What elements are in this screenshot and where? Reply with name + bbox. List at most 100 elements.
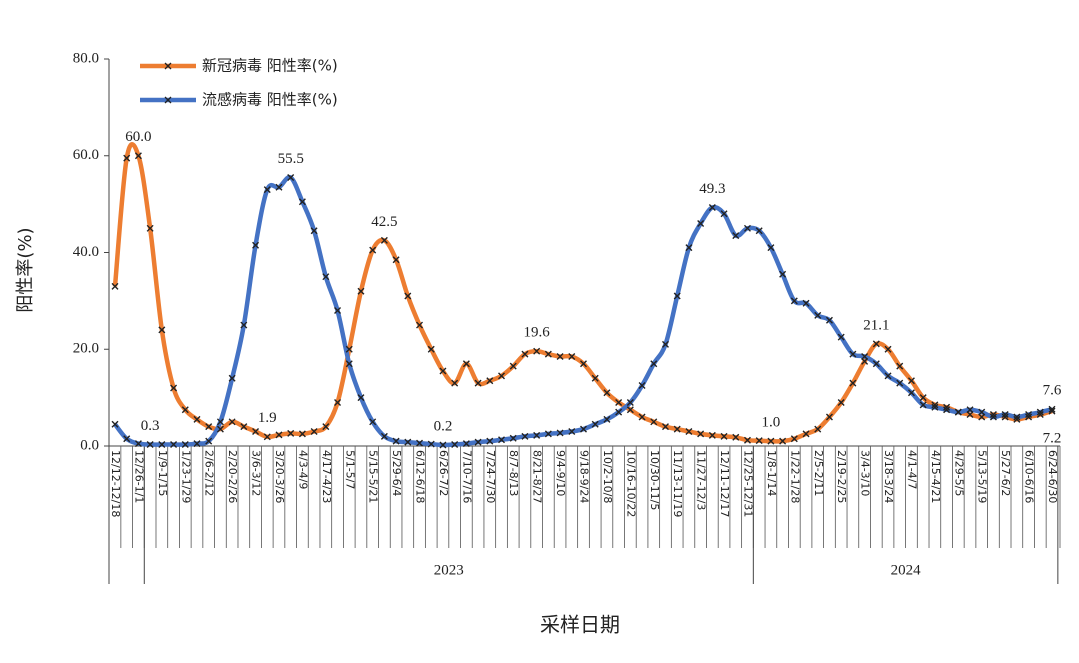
point-marker (732, 433, 740, 441)
point-marker (896, 362, 904, 370)
point-marker (720, 210, 728, 218)
point-marker (146, 224, 154, 232)
point-marker (697, 430, 705, 438)
point-marker (275, 183, 283, 191)
point-marker (287, 174, 295, 182)
point-marker (310, 427, 318, 435)
point-marker (170, 441, 178, 449)
point-marker (837, 333, 845, 341)
point-marker (1025, 411, 1033, 419)
point-marker (228, 418, 236, 426)
point-marker (369, 246, 377, 254)
point-marker (392, 437, 400, 445)
x-tick-label: 9/4-9/10 (554, 450, 567, 496)
x-tick-label: 4/29-5/5 (952, 450, 965, 496)
x-tick-label: 12/11-12/17 (718, 450, 731, 517)
data-label: 7.6 (1043, 383, 1062, 399)
point-marker (392, 256, 400, 264)
point-marker (580, 425, 587, 433)
point-marker (685, 244, 693, 252)
point-marker (1036, 408, 1044, 416)
point-marker (498, 436, 506, 444)
point-marker (134, 152, 142, 160)
data-label: 0.2 (434, 418, 453, 434)
data-label: 1.0 (762, 415, 781, 431)
x-tick-label: 8/21-8/27 (531, 450, 544, 503)
point-marker (181, 441, 189, 449)
point-marker (755, 437, 763, 445)
point-marker (544, 350, 552, 358)
point-marker (720, 432, 728, 440)
point-marker (638, 413, 646, 421)
point-marker (486, 437, 494, 445)
x-tick-label: 12/12-12/18 (109, 450, 122, 517)
point-marker (779, 437, 787, 445)
point-marker (193, 415, 201, 423)
point-marker (416, 439, 424, 447)
point-marker (357, 394, 365, 402)
point-marker (931, 401, 939, 409)
point-marker (252, 427, 260, 435)
x-tick-label: 2/6-2/12 (203, 450, 216, 496)
x-group-label: 2023 (434, 562, 464, 578)
x-tick-label: 6/12-6/18 (414, 450, 427, 503)
point-marker (884, 345, 892, 353)
point-marker (1013, 415, 1021, 423)
point-marker (825, 316, 833, 324)
point-marker (743, 436, 751, 444)
point-marker (474, 438, 482, 446)
point-marker (861, 353, 869, 361)
point-marker (919, 394, 927, 402)
point-marker (1013, 413, 1021, 421)
data-label: 42.5 (371, 214, 397, 230)
y-tick-label: 80.0 (73, 50, 99, 66)
point-marker (123, 435, 131, 443)
legend-item: 新冠病毒 阳性率(%) (140, 57, 338, 75)
x-tick-label: 5/15-5/21 (367, 450, 380, 503)
legend-label: 新冠病毒 阳性率(%) (202, 57, 338, 75)
point-marker (591, 420, 599, 428)
x-tick-label: 3/20-3/26 (273, 450, 286, 503)
point-marker (1036, 411, 1044, 419)
x-tick-label: 7/24-7/30 (484, 450, 497, 503)
point-marker (170, 384, 178, 392)
point-marker (205, 437, 213, 445)
point-marker (790, 297, 798, 305)
x-tick-label: 1/22-1/28 (788, 450, 801, 503)
point-marker (439, 367, 447, 375)
point-marker (919, 401, 927, 409)
point-marker (989, 411, 997, 419)
point-marker (1048, 407, 1056, 415)
x-tick-label: 10/16-10/22 (624, 450, 637, 517)
point-marker (462, 440, 470, 448)
point-marker (1048, 405, 1056, 413)
point-marker (216, 418, 224, 426)
x-tick-label: 4/15-4/21 (929, 450, 942, 503)
x-tick-label: 11/27-12/3 (695, 450, 708, 510)
point-marker (369, 418, 377, 426)
point-marker (275, 431, 283, 439)
legend-label: 流感病毒 阳性率(%) (202, 91, 338, 109)
point-marker (814, 425, 822, 433)
point-marker (427, 345, 435, 353)
point-marker (1001, 413, 1009, 421)
point-marker (966, 406, 974, 414)
point-marker (907, 389, 915, 397)
point-marker (697, 219, 705, 227)
point-marker (638, 382, 646, 390)
point-marker (287, 429, 295, 437)
point-marker (603, 415, 611, 423)
point-marker (298, 198, 306, 206)
x-group-label: 2024 (891, 562, 922, 578)
point-marker (146, 441, 154, 449)
point-marker (357, 287, 365, 295)
point-marker (427, 440, 435, 448)
x-tick-label: 12/26-1/1 (132, 450, 145, 503)
point-marker (486, 377, 494, 385)
x-tick-label: 3/6-3/12 (250, 450, 263, 496)
point-marker (451, 379, 459, 387)
x-tick-label: 7/10-7/16 (460, 450, 473, 503)
point-marker (615, 408, 623, 416)
point-marker (334, 398, 342, 406)
point-marker (685, 427, 693, 435)
